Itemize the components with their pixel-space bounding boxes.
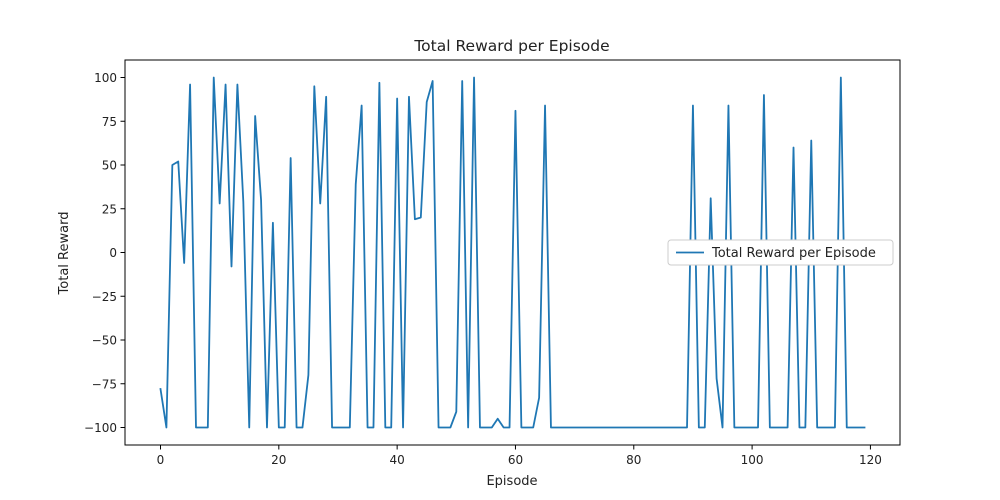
y-tick-label: 25	[102, 202, 117, 216]
x-tick-label: 60	[508, 453, 523, 467]
y-tick-label: −75	[92, 377, 117, 391]
series-layer	[159, 76, 866, 429]
x-tick-label: 80	[626, 453, 641, 467]
y-tick-label: 100	[94, 71, 117, 85]
y-tick-label: 0	[109, 246, 117, 260]
x-tick-label: 20	[271, 453, 286, 467]
x-tick-label: 0	[157, 453, 165, 467]
y-tick-label: −100	[84, 421, 117, 435]
x-axis: 0 20 40 60 80 100 120	[157, 445, 882, 467]
y-tick-label: −50	[92, 334, 117, 348]
chart-title: Total Reward per Episode	[413, 37, 609, 55]
y-tick-label: 50	[102, 159, 117, 173]
series-line	[159, 76, 866, 429]
legend: Total Reward per Episode	[667, 239, 894, 266]
y-tick-label: −25	[92, 290, 117, 304]
x-tick-label: 100	[741, 453, 764, 467]
x-tick-label: 120	[859, 453, 882, 467]
legend-box	[667, 239, 894, 266]
x-tick-label: 40	[389, 453, 404, 467]
y-tick-label: 75	[102, 115, 117, 129]
y-axis: −100 −75 −50 −25 0 25 50 75 100	[84, 71, 125, 435]
legend-label: Total Reward per Episode	[711, 246, 876, 261]
x-axis-label: Episode	[486, 474, 537, 489]
y-axis-label: Total Reward	[57, 212, 72, 296]
